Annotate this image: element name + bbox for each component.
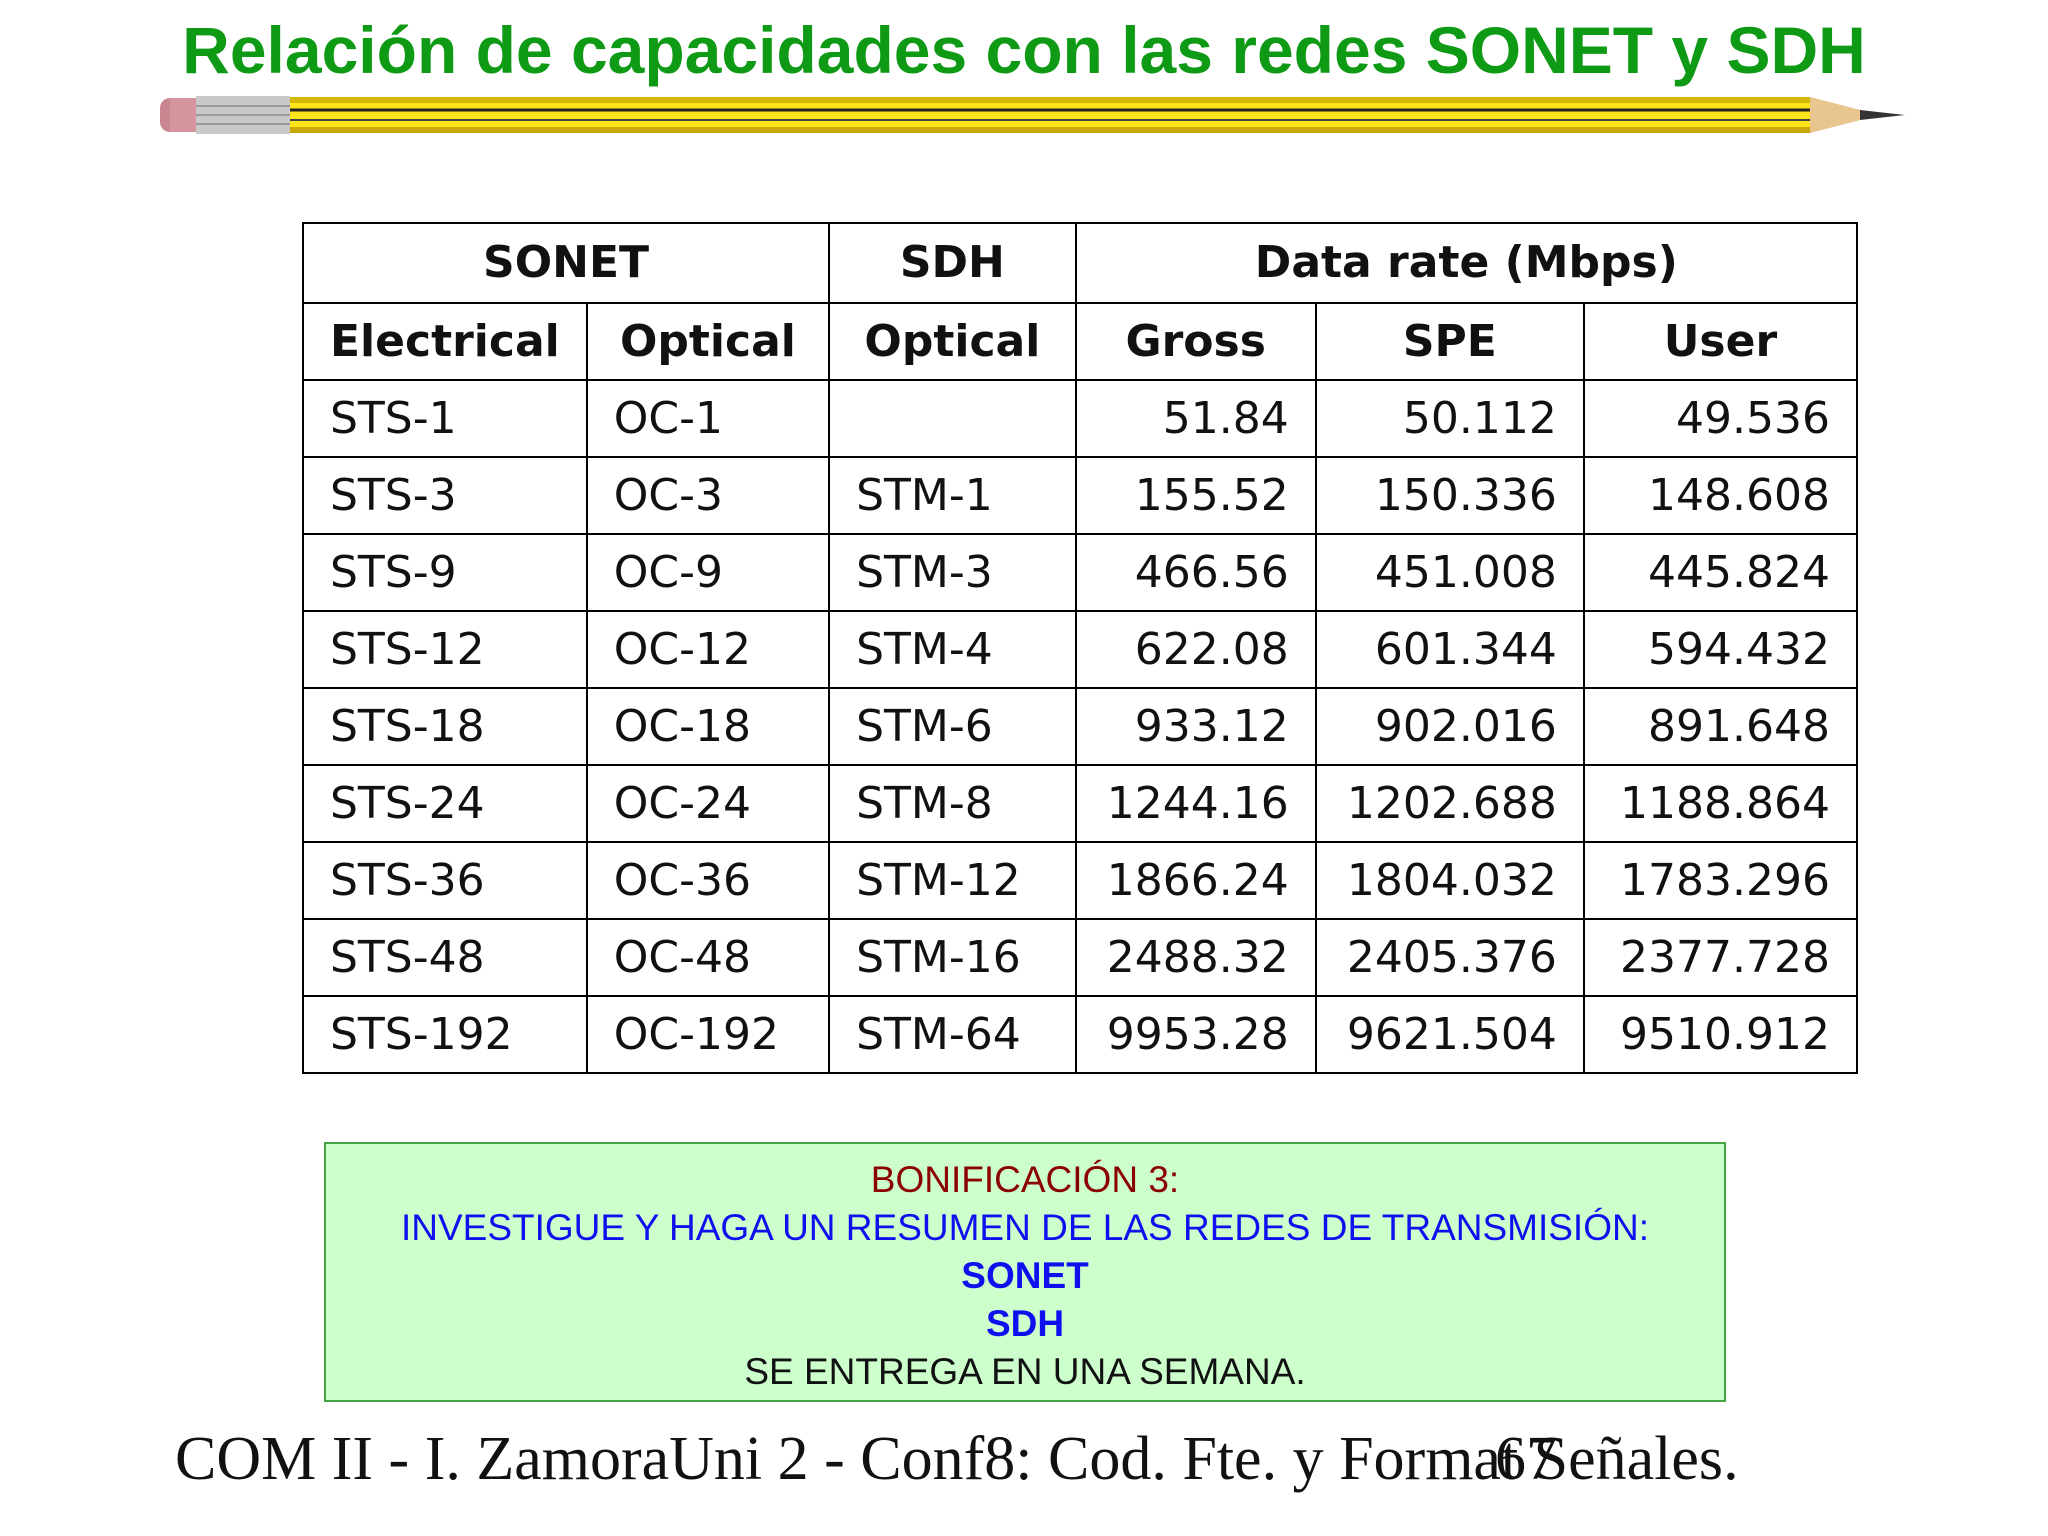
data-rate-group-header: Data rate (Mbps)	[1074, 222, 1859, 304]
spe-rate-cell: 2405.376	[1314, 918, 1585, 997]
sonet-optical-cell: OC-3	[585, 456, 831, 535]
column-header-sdh-optical: Optical	[828, 302, 1077, 381]
spe-rate-cell: 902.016	[1314, 687, 1585, 766]
gross-rate-cell: 155.52	[1074, 456, 1317, 535]
column-header-gross: Gross	[1074, 302, 1317, 381]
user-rate-cell: 594.432	[1582, 610, 1859, 689]
gross-rate-cell: 622.08	[1074, 610, 1317, 689]
bonus-heading: BONIFICACIÓN 3:	[870, 1159, 1180, 1200]
sonet-optical-cell: OC-24	[585, 764, 831, 843]
electrical-cell: STS-36	[302, 841, 588, 920]
electrical-cell: STS-18	[302, 687, 588, 766]
sdh-group-header: SDH	[828, 222, 1077, 304]
gross-rate-cell: 2488.32	[1074, 918, 1317, 997]
electrical-cell: STS-1	[302, 379, 588, 458]
user-rate-cell: 49.536	[1582, 379, 1859, 458]
spe-rate-cell: 50.112	[1314, 379, 1585, 458]
bonus-assignment-box: BONIFICACIÓN 3: INVESTIGUE Y HAGA UN RES…	[324, 1142, 1726, 1402]
spe-rate-cell: 1202.688	[1314, 764, 1585, 843]
sonet-optical-cell: OC-1	[585, 379, 831, 458]
table-subheader-row: Electrical Optical Optical Gross SPE Use…	[302, 302, 1859, 381]
slide-footer: COM II - I. ZamoraUni 2 - Conf8: Cod. Ft…	[175, 1424, 1975, 1504]
gross-rate-cell: 466.56	[1074, 533, 1317, 612]
sdh-optical-cell: STM-6	[828, 687, 1077, 766]
user-rate-cell: 9510.912	[1582, 995, 1859, 1074]
table-row: STS-18 OC-18 STM-6 933.12 902.016 891.64…	[302, 687, 1859, 766]
sonet-optical-cell: OC-192	[585, 995, 831, 1074]
bonus-deadline-note: SE ENTREGA EN UNA SEMANA.	[744, 1351, 1306, 1392]
sonet-optical-cell: OC-18	[585, 687, 831, 766]
spe-rate-cell: 451.008	[1314, 533, 1585, 612]
electrical-cell: STS-9	[302, 533, 588, 612]
user-rate-cell: 1188.864	[1582, 764, 1859, 843]
sdh-optical-cell: STM-16	[828, 918, 1077, 997]
user-rate-cell: 1783.296	[1582, 841, 1859, 920]
column-header-sonet-optical: Optical	[585, 302, 831, 381]
sonet-optical-cell: OC-36	[585, 841, 831, 920]
table-row: STS-48 OC-48 STM-16 2488.32 2405.376 237…	[302, 918, 1859, 997]
sonet-optical-cell: OC-12	[585, 610, 831, 689]
sdh-optical-cell	[828, 379, 1077, 458]
gross-rate-cell: 1244.16	[1074, 764, 1317, 843]
slide-title: Relación de capacidades con las redes SO…	[182, 13, 1866, 87]
pencil-divider	[160, 96, 1905, 134]
spe-rate-cell: 9621.504	[1314, 995, 1585, 1074]
bonus-instruction: INVESTIGUE Y HAGA UN RESUMEN DE LAS REDE…	[400, 1207, 1649, 1248]
sdh-optical-cell: STM-64	[828, 995, 1077, 1074]
user-rate-cell: 891.648	[1582, 687, 1859, 766]
sdh-optical-cell: STM-8	[828, 764, 1077, 843]
electrical-cell: STS-192	[302, 995, 588, 1074]
column-header-user: User	[1582, 302, 1859, 381]
electrical-cell: STS-3	[302, 456, 588, 535]
sdh-optical-cell: STM-12	[828, 841, 1077, 920]
sonet-sdh-table: SONET SDH Data rate (Mbps) Electrical Op…	[301, 222, 1859, 1074]
page-number: 67	[1495, 1425, 1557, 1493]
table-group-header-row: SONET SDH Data rate (Mbps)	[301, 222, 1859, 304]
table-row: STS-192 OC-192 STM-64 9953.28 9621.504 9…	[302, 995, 1859, 1074]
spe-rate-cell: 1804.032	[1314, 841, 1585, 920]
sonet-optical-cell: OC-9	[585, 533, 831, 612]
gross-rate-cell: 1866.24	[1074, 841, 1317, 920]
sonet-optical-cell: OC-48	[585, 918, 831, 997]
column-header-spe: SPE	[1314, 302, 1585, 381]
table-row: STS-1 OC-1 51.84 50.112 49.536	[302, 379, 1859, 458]
sdh-optical-cell: STM-4	[828, 610, 1077, 689]
table-row: STS-9 OC-9 STM-3 466.56 451.008 445.824	[302, 533, 1859, 612]
user-rate-cell: 2377.728	[1582, 918, 1859, 997]
electrical-cell: STS-24	[302, 764, 588, 843]
electrical-cell: STS-48	[302, 918, 588, 997]
spe-rate-cell: 150.336	[1314, 456, 1585, 535]
user-rate-cell: 445.824	[1582, 533, 1859, 612]
bonus-topic-sdh: SDH	[985, 1303, 1065, 1344]
table-row: STS-12 OC-12 STM-4 622.08 601.344 594.43…	[302, 610, 1859, 689]
sonet-group-header: SONET	[301, 222, 831, 304]
spe-rate-cell: 601.344	[1314, 610, 1585, 689]
table-row: STS-3 OC-3 STM-1 155.52 150.336 148.608	[302, 456, 1859, 535]
user-rate-cell: 148.608	[1582, 456, 1859, 535]
footer-course-text: COM II - I. ZamoraUni 2 - Conf8: Cod. Ft…	[175, 1425, 1739, 1493]
sdh-optical-cell: STM-3	[828, 533, 1077, 612]
table-row: STS-36 OC-36 STM-12 1866.24 1804.032 178…	[302, 841, 1859, 920]
table-row: STS-24 OC-24 STM-8 1244.16 1202.688 1188…	[302, 764, 1859, 843]
sdh-optical-cell: STM-1	[828, 456, 1077, 535]
gross-rate-cell: 933.12	[1074, 687, 1317, 766]
gross-rate-cell: 51.84	[1074, 379, 1317, 458]
gross-rate-cell: 9953.28	[1074, 995, 1317, 1074]
column-header-electrical: Electrical	[302, 302, 588, 381]
bonus-topic-sonet: SONET	[961, 1255, 1089, 1296]
electrical-cell: STS-12	[302, 610, 588, 689]
